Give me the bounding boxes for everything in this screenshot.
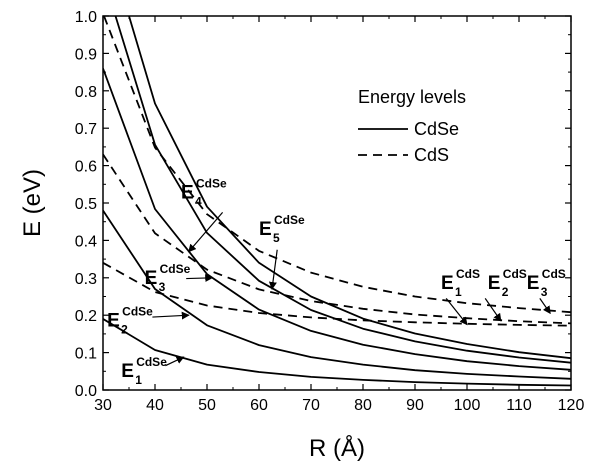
y-axis-title: E (eV) [19, 169, 46, 237]
x-tick-label: 40 [146, 397, 164, 414]
annotation-label-6: E CdS 1 [441, 267, 480, 299]
annotation-superscript: CdSe [136, 355, 167, 369]
annotation-arrow-2 [152, 311, 190, 320]
annotation-subscript: 2 [502, 285, 509, 299]
x-tick-label: 120 [558, 397, 585, 414]
annotation-superscript: CdSe [274, 213, 305, 227]
annotation-label-4: E CdSe 4 [181, 177, 227, 209]
annotation-superscript: CdS [456, 267, 480, 281]
annotation-subscript: 1 [135, 373, 142, 387]
series-line-6 [103, 262, 571, 327]
annotation-base: E [107, 310, 120, 331]
x-tick-label: 70 [302, 397, 320, 414]
annotation-base: E [121, 361, 134, 382]
annotation-label-1: E CdSe 1 [121, 355, 167, 387]
axes-group: 30 40 50 60 70 80 90 100 110 120 0.0 0.1 0.2 0.3 0.4 0.… [75, 9, 585, 414]
annotation-label-7: E CdS 2 [488, 267, 527, 299]
series-line-8 [103, 16, 571, 314]
annotation-arrow-3 [186, 274, 214, 282]
series-line-3 [103, 68, 571, 371]
annotation-base: E [145, 268, 158, 289]
annotation-subscript: 5 [273, 231, 280, 245]
annotation-label-2: E CdSe 2 [107, 304, 153, 336]
x-tick-label: 50 [198, 397, 216, 414]
y-tick-label: 0.0 [75, 383, 97, 400]
annotation-base: E [527, 273, 540, 294]
annotation-superscript: CdSe [196, 177, 227, 191]
annotation-subscript: 4 [195, 195, 202, 209]
legend-label-cdse: CdSe [414, 119, 459, 139]
series-line-5 [128, 16, 571, 360]
curves-group [103, 16, 571, 387]
y-tick-label: 0.3 [75, 271, 97, 288]
annotation-arrow-8 [539, 298, 551, 315]
x-tick-label: 90 [406, 397, 424, 414]
legend-label-cds: CdS [414, 145, 449, 165]
plot-frame [102, 15, 572, 391]
annotation-subscript: 1 [455, 285, 462, 299]
x-tick-label: 110 [506, 397, 532, 414]
x-tick-label: 30 [94, 397, 112, 414]
annotation-subscript: 2 [121, 322, 128, 336]
annotation-superscript: CdSe [160, 262, 191, 276]
legend-title: Energy levels [358, 87, 466, 107]
x-tick-label: 80 [354, 397, 372, 414]
annotation-superscript: CdS [542, 267, 566, 281]
y-tick-label: 0.6 [75, 159, 97, 176]
y-tick-label: 0.4 [75, 233, 97, 250]
series-line-2 [103, 210, 571, 380]
annotation-label-8: E CdS 3 [527, 267, 566, 299]
x-tick-label: 60 [250, 397, 268, 414]
y-tick-label: 0.2 [75, 308, 97, 325]
annotation-arrow-6 [445, 297, 468, 326]
annotation-arrow-4 [188, 211, 224, 253]
annotation-base: E [181, 183, 194, 204]
annotation-arrow-1 [165, 356, 185, 367]
y-tick-label: 0.5 [75, 196, 97, 213]
y-tick-label: 0.8 [75, 84, 97, 101]
y-tick-label: 1.0 [75, 9, 97, 26]
annotation-superscript: CdS [503, 267, 527, 281]
series-line-7 [103, 153, 571, 325]
x-axis-title: R (Å) [309, 434, 365, 462]
annotation-base: E [259, 219, 272, 240]
annotation-base: E [441, 273, 454, 294]
x-tick-label: 100 [454, 397, 481, 414]
annotation-arrow-5 [268, 249, 278, 291]
annotation-subscript: 3 [541, 285, 548, 299]
legend: Energy levels CdSe CdS [358, 87, 466, 165]
y-tick-label: 0.7 [75, 121, 97, 138]
annotation-base: E [488, 273, 501, 294]
annotation-subscript: 3 [159, 280, 166, 294]
y-tick-label: 0.9 [75, 46, 97, 63]
y-tick-label: 0.1 [75, 346, 97, 363]
annotation-label-3: E CdSe 3 [145, 262, 191, 294]
annotation-superscript: CdSe [122, 304, 153, 318]
annotation-label-5: E CdSe 5 [259, 213, 305, 245]
annotation-arrow-7 [484, 298, 502, 322]
